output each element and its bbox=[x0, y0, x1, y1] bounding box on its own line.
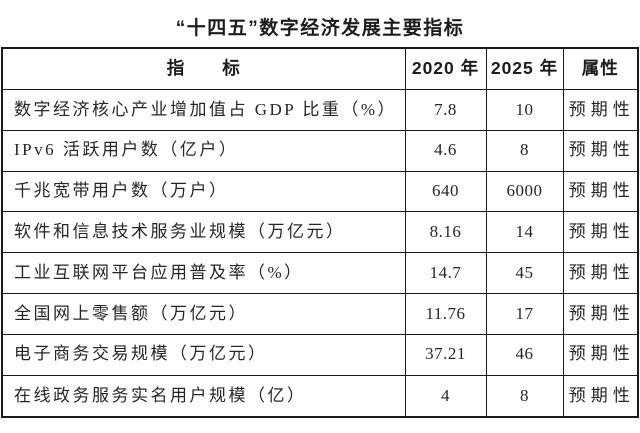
value-2025-cell: 14 bbox=[485, 211, 564, 254]
value-2025-cell: 6000 bbox=[485, 170, 564, 213]
table-row: 电子商务交易规模（万亿元） 37.21 46 预期性 bbox=[1, 333, 639, 376]
header-attribute: 属性 bbox=[562, 47, 639, 90]
value-2020-cell: 11.76 bbox=[404, 293, 487, 335]
table-header-row: 指 标 2020 年 2025 年 属性 bbox=[1, 47, 639, 90]
value-2025-cell: 10 bbox=[485, 89, 564, 131]
indicator-cell: 数字经济核心产业增加值占 GDP 比重（%） bbox=[1, 89, 406, 131]
value-2020-cell: 4 bbox=[404, 374, 487, 418]
table-row: 工业互联网平台应用普及率（%） 14.7 45 预期性 bbox=[1, 252, 639, 295]
table-row: 数字经济核心产业增加值占 GDP 比重（%） 7.8 10 预期性 bbox=[1, 89, 639, 131]
value-2020-cell: 8.16 bbox=[404, 211, 487, 254]
value-2025-cell: 8 bbox=[485, 129, 564, 172]
header-2025: 2025 年 bbox=[485, 47, 564, 90]
indicators-table: 指 标 2020 年 2025 年 属性 数字经济核心产业增加值占 GDP 比重… bbox=[1, 47, 639, 418]
indicator-cell: 千兆宽带用户数（万户） bbox=[1, 170, 406, 213]
indicator-cell: 在线政务服务实名用户规模（亿） bbox=[1, 374, 406, 418]
attribute-cell: 预期性 bbox=[562, 129, 639, 172]
table-row: 千兆宽带用户数（万户） 640 6000 预期性 bbox=[1, 170, 639, 213]
value-2025-cell: 17 bbox=[485, 293, 564, 335]
value-2020-cell: 640 bbox=[404, 170, 487, 213]
value-2020-cell: 7.8 bbox=[404, 89, 487, 131]
value-2020-cell: 14.7 bbox=[404, 252, 487, 295]
attribute-cell: 预期性 bbox=[562, 252, 639, 295]
indicator-cell: 全国网上零售额（万亿元） bbox=[1, 293, 406, 335]
indicator-cell: 工业互联网平台应用普及率（%） bbox=[1, 252, 406, 295]
value-2020-cell: 37.21 bbox=[404, 333, 487, 376]
page-title: “十四五”数字经济发展主要指标 bbox=[175, 18, 465, 39]
attribute-cell: 预期性 bbox=[562, 374, 639, 418]
table-row: 软件和信息技术服务业规模（万亿元） 8.16 14 预期性 bbox=[1, 211, 639, 254]
indicator-cell: IPv6 活跃用户数（亿户） bbox=[1, 129, 406, 172]
attribute-cell: 预期性 bbox=[562, 333, 639, 376]
header-2020: 2020 年 bbox=[404, 47, 487, 90]
indicator-cell: 电子商务交易规模（万亿元） bbox=[1, 333, 406, 376]
table-row: IPv6 活跃用户数（亿户） 4.6 8 预期性 bbox=[1, 129, 639, 172]
indicator-cell: 软件和信息技术服务业规模（万亿元） bbox=[1, 211, 406, 254]
value-2025-cell: 8 bbox=[485, 374, 564, 418]
attribute-cell: 预期性 bbox=[562, 89, 639, 131]
attribute-cell: 预期性 bbox=[562, 211, 639, 254]
value-2020-cell: 4.6 bbox=[404, 129, 487, 172]
attribute-cell: 预期性 bbox=[562, 170, 639, 213]
value-2025-cell: 45 bbox=[485, 252, 564, 295]
attribute-cell: 预期性 bbox=[562, 293, 639, 335]
value-2025-cell: 46 bbox=[485, 333, 564, 376]
table-row: 在线政务服务实名用户规模（亿） 4 8 预期性 bbox=[1, 374, 639, 418]
header-indicator: 指 标 bbox=[1, 47, 406, 90]
table-row: 全国网上零售额（万亿元） 11.76 17 预期性 bbox=[1, 293, 639, 335]
